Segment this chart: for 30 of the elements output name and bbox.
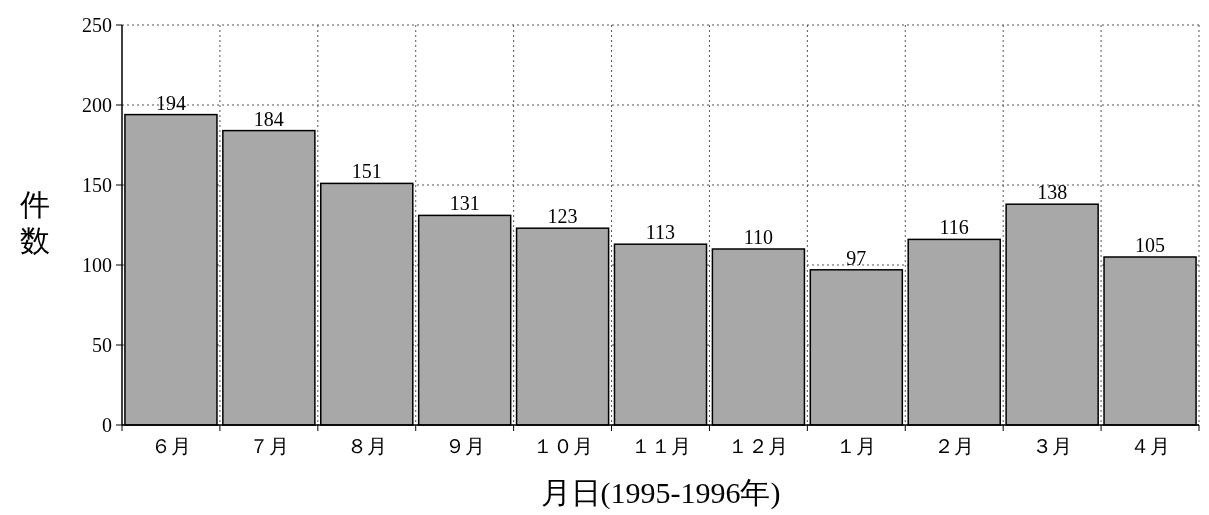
x-axis-title: 月日(1995-1996年) [540,476,781,510]
data-label: 194 [155,91,186,114]
data-label: 123 [547,205,578,228]
x-tick-label: ７月 [248,435,289,457]
x-tick-label: ８月 [346,435,387,457]
data-label: 110 [743,226,774,248]
data-label: 131 [449,192,480,215]
data-label: 151 [351,160,382,183]
x-tick-label: １０月 [532,435,593,457]
x-tick-label: １１月 [630,435,691,457]
x-tick-label: ３月 [1032,435,1073,457]
x-tick-label: ６月 [150,435,191,457]
data-label: 184 [253,107,284,130]
y-tick-label: 100 [82,254,112,276]
y-tick-label: 250 [82,14,112,36]
x-tick-label: １２月 [728,435,789,457]
y-tick-label: 0 [102,414,112,436]
x-tick-label: ４月 [1130,435,1171,457]
y-axis-title: 件数 [20,188,50,257]
x-tick-label: ２月 [934,435,975,457]
x-tick-label: １月 [836,435,877,457]
data-label: 105 [1135,234,1166,256]
data-label: 116 [939,216,969,239]
data-label: 113 [645,221,676,244]
y-tick-label: 200 [82,94,112,116]
y-tick-label: 150 [82,174,112,196]
y-tick-label: 50 [92,334,112,356]
x-tick-label: ９月 [444,435,485,457]
data-label: 97 [846,246,867,269]
data-label: 138 [1037,181,1068,204]
